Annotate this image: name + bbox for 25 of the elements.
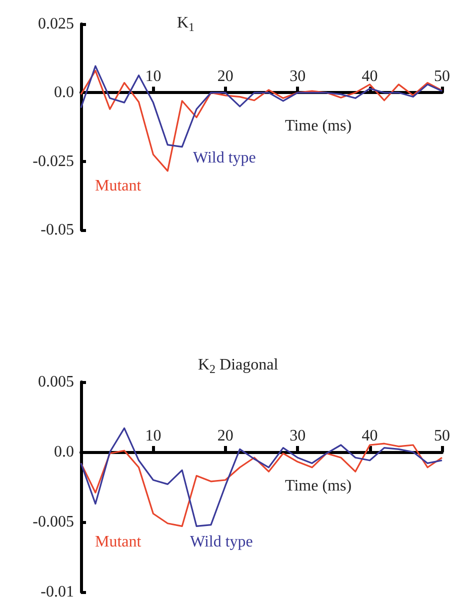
x-tick-label: 40	[362, 68, 378, 86]
y-tick-label: -0.025	[32, 152, 74, 170]
x-tick-label: 20	[217, 428, 234, 444]
y-tick-label: -0.005	[32, 514, 74, 530]
x-tick-label: 30	[290, 428, 306, 444]
series-label: Mutant	[95, 178, 142, 194]
x-tick-label: 10	[145, 428, 162, 444]
line-series	[80, 442, 443, 527]
y-tick-label: -0.01	[40, 584, 74, 600]
x-tick-label: 50	[434, 428, 450, 444]
series-label: Wild type	[190, 534, 253, 550]
y-tick-label: -0.05	[40, 222, 74, 238]
y-tick-label: 0.025	[38, 16, 74, 32]
x-tick-label: 30	[290, 68, 306, 86]
x-tick-label: 20	[217, 68, 234, 86]
y-tick-label: 0.0	[54, 84, 74, 102]
series-label: Mutant	[95, 534, 142, 550]
x-tick-label: 40	[362, 428, 378, 444]
series-label: Wild type	[193, 150, 256, 166]
y-tick-label: 0.005	[38, 374, 74, 390]
x-axis-title: Time (ms)	[285, 118, 352, 134]
y-tick-label: 0.0	[54, 444, 74, 460]
x-tick-label: 10	[145, 68, 162, 86]
x-tick-label: 50	[434, 68, 450, 86]
x-axis-title: Time (ms)	[285, 478, 352, 494]
